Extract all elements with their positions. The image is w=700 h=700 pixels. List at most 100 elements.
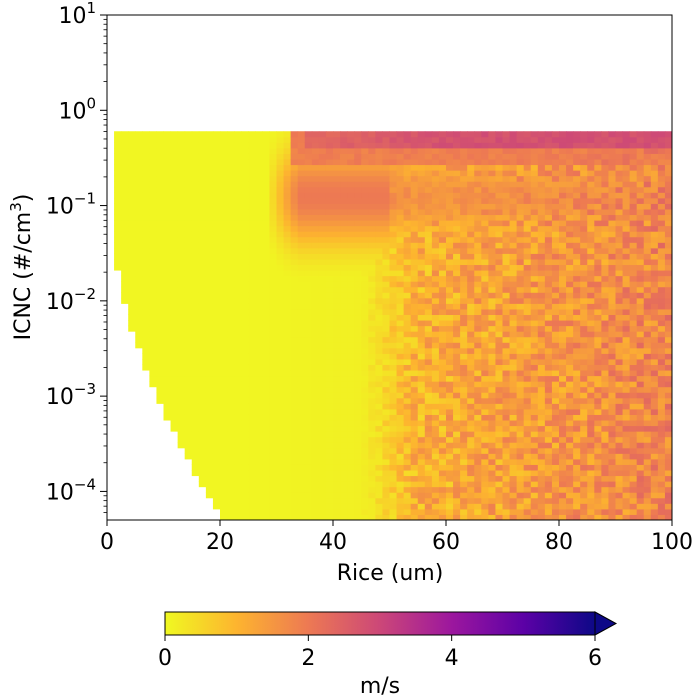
heatmap-cell: [615, 420, 624, 427]
heatmap-cell: [333, 258, 341, 266]
heatmap-cell: [177, 336, 186, 343]
heatmap-cell: [368, 281, 376, 288]
heatmap-cell: [121, 131, 129, 138]
heatmap-cell: [121, 236, 129, 243]
heatmap-cell: [396, 370, 405, 377]
heatmap-cell: [382, 286, 390, 293]
heatmap-cell: [523, 281, 532, 288]
heatmap-cell: [142, 164, 150, 171]
heatmap-cell: [368, 464, 376, 471]
heatmap-cell: [227, 470, 235, 477]
heatmap-cell: [417, 292, 426, 299]
heatmap-cell: [636, 408, 645, 415]
heatmap-cell: [255, 453, 263, 460]
heatmap-cell: [566, 136, 574, 143]
heatmap-cell: [566, 392, 574, 399]
heatmap-cell: [509, 381, 518, 388]
heatmap-cell: [368, 408, 376, 415]
heatmap-cell: [325, 275, 334, 282]
heatmap-cell: [594, 214, 602, 221]
heatmap-cell: [629, 486, 638, 493]
heatmap-cell: [544, 314, 553, 321]
heatmap-cell: [403, 325, 412, 332]
heatmap-cell: [333, 508, 341, 515]
heatmap-cell: [523, 331, 532, 338]
heatmap-cell: [156, 181, 164, 188]
heatmap-cell: [446, 131, 454, 138]
heatmap-cell: [333, 308, 341, 316]
heatmap-cell: [170, 236, 179, 243]
heatmap-cell: [389, 147, 398, 154]
heatmap-cell: [488, 436, 496, 443]
heatmap-cell: [262, 220, 270, 227]
heatmap-cell: [509, 353, 518, 360]
heatmap-cell: [559, 275, 567, 282]
heatmap-cell: [198, 320, 207, 327]
heatmap-cell: [198, 281, 207, 288]
heatmap-cell: [255, 431, 263, 438]
heatmap-cell: [453, 142, 461, 149]
heatmap-cell: [467, 381, 475, 388]
heatmap-cell: [304, 286, 313, 293]
heatmap-cell: [375, 292, 383, 299]
heatmap-cell: [488, 286, 496, 293]
heatmap-cell: [191, 203, 200, 210]
heatmap-cell: [389, 308, 398, 316]
heatmap-cell: [248, 175, 256, 182]
heatmap-cell: [488, 281, 496, 288]
heatmap-cell: [530, 475, 539, 482]
heatmap-cell: [347, 159, 355, 166]
heatmap-cell: [453, 147, 461, 154]
heatmap-cell: [530, 142, 539, 149]
heatmap-cell: [580, 370, 588, 377]
heatmap-cell: [481, 386, 489, 393]
heatmap-cell: [530, 159, 539, 166]
heatmap-cell: [325, 153, 334, 160]
heatmap-cell: [559, 247, 567, 254]
heatmap-cell: [481, 414, 489, 421]
heatmap-cell: [163, 308, 172, 316]
heatmap-cell: [304, 331, 313, 338]
heatmap-cell: [184, 453, 193, 460]
heatmap-cell: [311, 170, 320, 177]
heatmap-cell: [276, 164, 285, 171]
heatmap-cell: [431, 275, 440, 282]
heatmap-cell: [325, 181, 334, 188]
heatmap-cell: [594, 447, 602, 454]
heatmap-cell: [601, 314, 609, 321]
heatmap-cell: [191, 303, 200, 310]
heatmap-cell: [269, 503, 277, 510]
heatmap-cell: [269, 225, 277, 232]
heatmap-cell: [389, 470, 398, 477]
heatmap-cell: [460, 420, 468, 427]
heatmap-cell: [191, 258, 200, 266]
heatmap-cell: [205, 381, 214, 388]
heatmap-cell: [566, 408, 574, 415]
heatmap-cell: [354, 514, 362, 520]
heatmap-cell: [311, 247, 320, 254]
heatmap-cell: [382, 414, 390, 421]
heatmap-cell: [241, 220, 249, 227]
heatmap-cell: [354, 197, 362, 204]
heatmap-cell: [446, 470, 454, 477]
heatmap-cell: [170, 358, 179, 365]
heatmap-cell: [347, 314, 355, 321]
heatmap-cell: [530, 514, 539, 520]
heatmap-cell: [368, 358, 376, 365]
heatmap-cell: [220, 164, 228, 171]
heatmap-cell: [234, 170, 242, 177]
heatmap-cell: [573, 392, 581, 399]
heatmap-cell: [559, 375, 567, 382]
heatmap-cell: [580, 275, 588, 282]
heatmap-cell: [488, 497, 496, 504]
heatmap-cell: [389, 503, 398, 510]
heatmap-cell: [276, 286, 285, 293]
heatmap-cell: [516, 508, 525, 515]
heatmap-cell: [410, 358, 419, 365]
heatmap-cell: [170, 281, 179, 288]
heatmap-cell: [234, 425, 242, 432]
heatmap-cell: [460, 375, 468, 382]
heatmap-cell: [163, 408, 172, 415]
heatmap-cell: [474, 314, 482, 321]
heatmap-cell: [488, 197, 496, 204]
